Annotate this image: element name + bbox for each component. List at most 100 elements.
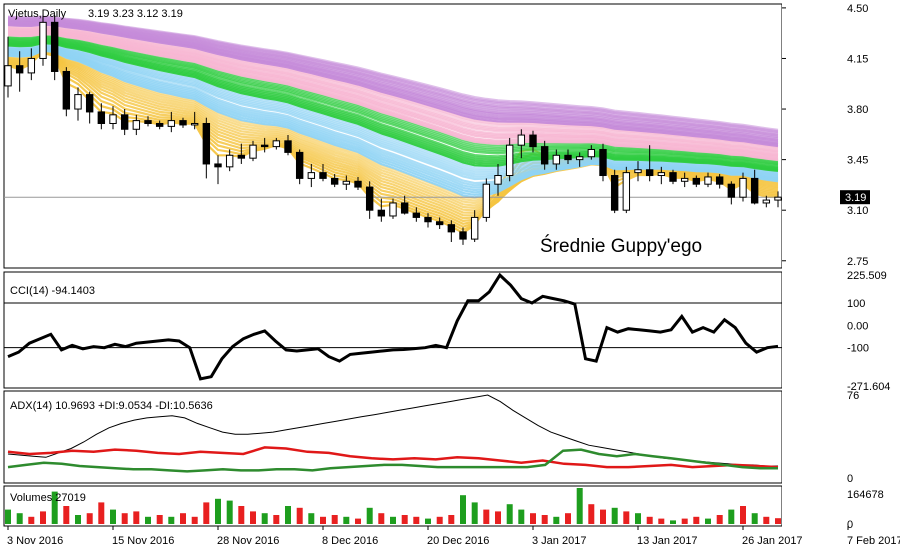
volume-bar [553, 516, 560, 524]
candle-body [319, 172, 327, 179]
candle-body [4, 65, 12, 87]
cci-tick-label: 225.509 [847, 270, 887, 282]
candle-body [517, 134, 526, 146]
volume-bar [658, 518, 665, 524]
candle-body [622, 172, 631, 211]
volume-bar [28, 516, 35, 524]
volume-bar [226, 500, 233, 524]
volume-bar [705, 518, 711, 524]
candle-body [424, 216, 432, 223]
candle-body [774, 196, 782, 201]
cci-line [7, 272, 779, 381]
candle-body [704, 176, 712, 185]
candle-body [225, 154, 234, 168]
volume-bar [285, 506, 291, 524]
volume-bar [518, 509, 525, 524]
volume-bar [670, 520, 676, 524]
candle-body [645, 169, 654, 177]
candle-body [669, 172, 677, 182]
candle-body [750, 177, 759, 204]
volume-bar [320, 516, 326, 524]
candle-body [120, 114, 129, 130]
volume-bar [460, 495, 466, 524]
volume-bar [261, 513, 268, 524]
volume-bar [180, 513, 186, 524]
volume-bar [600, 509, 606, 524]
candle-body [529, 134, 537, 148]
volume-bar [5, 509, 11, 524]
volume-tick-label: 164678 [847, 489, 884, 501]
plus-di-line [7, 448, 778, 473]
volume-bar [156, 515, 163, 524]
volume-bar [145, 516, 151, 524]
x-tick-label: 3 Nov 2016 [7, 535, 63, 547]
volume-bars [5, 488, 781, 524]
right-axis-bg [782, 0, 900, 554]
x-tick-label: 28 Nov 2016 [217, 535, 279, 547]
volume-bar [565, 513, 571, 524]
price-badge: 3.19 [840, 190, 870, 205]
candle-body [342, 180, 351, 185]
volume-bar [635, 513, 641, 524]
candle-body [599, 149, 607, 177]
candle-body [470, 216, 479, 240]
candle-body [727, 183, 736, 198]
cci-tick-label: 0.00 [847, 320, 868, 332]
volume-bar [273, 515, 280, 524]
x-tick-label: 13 Jan 2017 [637, 535, 698, 547]
volume-bar [495, 511, 501, 524]
candle-body [249, 144, 257, 159]
candle-body [715, 176, 724, 185]
candle-body [762, 199, 771, 204]
cci-tick-label: -100 [847, 343, 869, 355]
volume-bar [751, 513, 758, 524]
volume-bar [98, 502, 105, 524]
candle-body [260, 144, 269, 148]
candle-body [389, 202, 397, 217]
candle-body [272, 140, 281, 148]
candle-body [155, 122, 164, 127]
candle-body [179, 120, 187, 126]
candle-body [412, 212, 421, 218]
candle-body [132, 120, 141, 130]
volume-bar [401, 515, 408, 524]
cci-title: CCI(14) -94.1403 [10, 285, 95, 297]
volume-bar [378, 513, 385, 524]
candle-body [214, 163, 222, 168]
candle-body [447, 224, 456, 233]
candle-body [540, 146, 549, 165]
volume-bar [168, 516, 175, 524]
candle-body [62, 70, 71, 110]
volume-bar [740, 506, 746, 524]
volume-bar [436, 516, 443, 524]
volume-bar [191, 516, 198, 524]
x-tick-label: 3 Jan 2017 [532, 535, 586, 547]
candle-body [307, 172, 316, 179]
volume-bar [693, 516, 700, 524]
volume-bar [51, 491, 58, 524]
volume-bar [390, 516, 396, 524]
x-tick-label: 15 Nov 2016 [112, 535, 174, 547]
volume-bar [623, 511, 630, 524]
volume-bar [308, 513, 315, 524]
volume-bar [530, 513, 536, 524]
candle-body [435, 221, 444, 226]
candle-body [190, 122, 199, 126]
adx-tick-label: 0 [847, 473, 853, 485]
volume-bar [646, 516, 653, 524]
candle-body [144, 120, 152, 124]
candle-body [657, 172, 666, 177]
candle-body [552, 154, 561, 165]
guppy-annotation: Średnie Guppy'ego [540, 235, 702, 257]
adx-tick-label: 76 [847, 390, 859, 402]
candle-body [739, 177, 747, 198]
volume-bar [483, 509, 490, 524]
price-tick-label: 4.15 [847, 53, 868, 65]
candle-body [587, 149, 596, 158]
volume-bar [763, 516, 770, 524]
volume-bar [343, 516, 350, 524]
candle-body [295, 151, 304, 179]
candle-body [109, 114, 117, 124]
candle-body [365, 186, 374, 211]
